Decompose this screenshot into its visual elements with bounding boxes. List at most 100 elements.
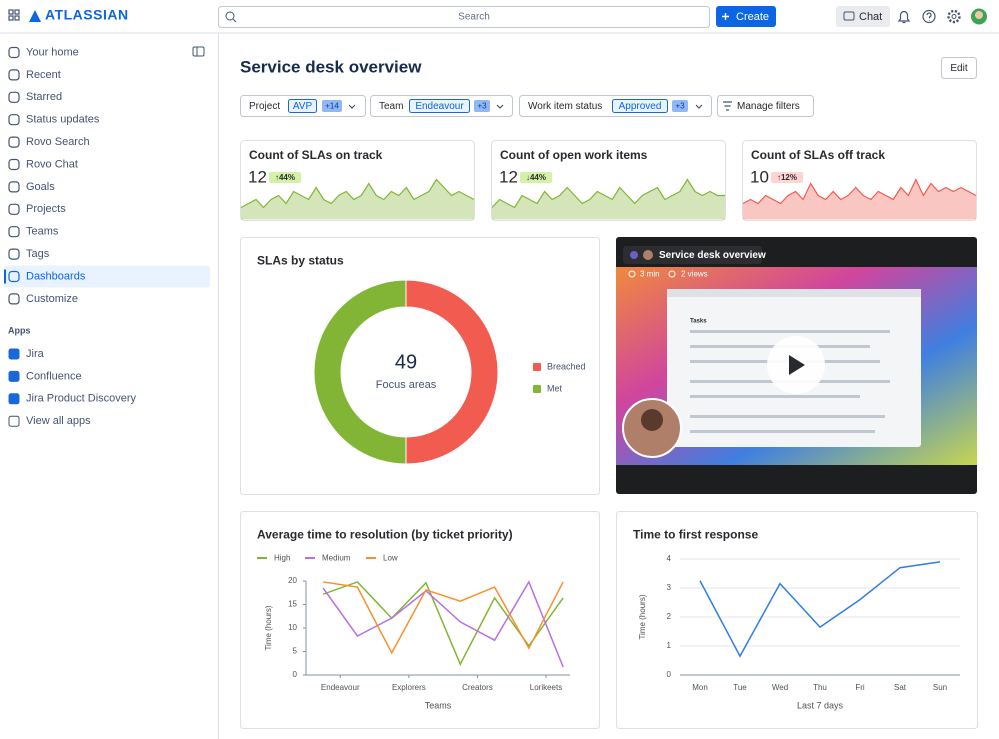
- play-icon: [789, 355, 805, 375]
- filter-value-chip: [288, 99, 317, 113]
- filter-label: Work item status: [528, 101, 602, 112]
- chevron: [348, 104, 356, 109]
- x-tick-label: Fri: [855, 683, 865, 692]
- search-box[interactable]: [218, 6, 710, 28]
- kpi-value: 12: [248, 167, 267, 186]
- nav-item[interactable]: Your home: [26, 46, 79, 58]
- legend-swatch: [533, 363, 541, 371]
- x-tick-label: Endeavour: [321, 683, 360, 692]
- filter-more: +3: [675, 102, 685, 111]
- filter-label: Team: [379, 101, 403, 112]
- sparkline: [491, 178, 725, 209]
- legend-label: High: [274, 554, 290, 563]
- nav-icon: [8, 69, 20, 81]
- help-icon[interactable]: [922, 9, 936, 24]
- chat-button[interactable]: [836, 6, 890, 27]
- filter-value-chip: [612, 99, 668, 113]
- kpi-card: [491, 140, 726, 221]
- nav-item[interactable]: Recent: [26, 69, 61, 81]
- chat-icon: [843, 11, 855, 21]
- filter-value-chip: [409, 99, 470, 113]
- legend-label: Low: [383, 554, 398, 563]
- nav-icon: [8, 136, 20, 148]
- x-tick-label: Wed: [772, 683, 788, 692]
- app-icon: [8, 415, 20, 427]
- chart-card: [240, 511, 600, 729]
- video-title-chip: [623, 246, 762, 264]
- video-icon: [630, 251, 638, 259]
- kpi-badge: [269, 172, 301, 183]
- line-series: [323, 581, 564, 655]
- x-tick-label: Creators: [462, 683, 493, 692]
- app-switcher[interactable]: [8, 9, 20, 21]
- nav-icon: [8, 181, 20, 193]
- chart-title: SLAs by status: [257, 254, 344, 268]
- create-button[interactable]: [716, 6, 776, 27]
- nav-icon: [8, 293, 20, 305]
- nav-item[interactable]: Rovo Chat: [26, 158, 78, 170]
- chat-label: Chat: [859, 11, 882, 23]
- page-title: Service desk overview: [240, 57, 422, 76]
- avatar-face: [975, 11, 983, 19]
- search-icon: [232, 18, 237, 23]
- chart-card: [240, 237, 600, 495]
- nav-item[interactable]: Status updates: [26, 114, 100, 126]
- x-tick-label: Mon: [692, 683, 708, 692]
- edit-button[interactable]: [941, 57, 977, 79]
- nav-item[interactable]: Goals: [26, 181, 55, 193]
- video-author-avatar: [643, 250, 653, 260]
- kpi-badge: [520, 172, 552, 183]
- app-item[interactable]: Jira: [26, 348, 45, 360]
- notifications-icon[interactable]: [897, 10, 911, 24]
- logo[interactable]: ATLASSIAN: [45, 7, 129, 23]
- chevron: [695, 104, 703, 109]
- apps-heading: Apps: [8, 325, 31, 335]
- x-tick-label: Explorers: [392, 683, 426, 692]
- filter-more-chip: [672, 100, 688, 112]
- nav-icon: [8, 91, 20, 103]
- filter-more-chip: [474, 100, 490, 112]
- donut-center-value: 49: [395, 351, 417, 373]
- kpi-card: [240, 140, 475, 221]
- kpi-badge: [771, 172, 803, 183]
- filter-value: Endeavour: [415, 101, 464, 112]
- line-series: [322, 580, 564, 668]
- nav-item[interactable]: Rovo Search: [26, 136, 90, 148]
- app-item[interactable]: Confluence: [26, 370, 82, 382]
- x-axis-label: Last 7 days: [797, 700, 844, 710]
- kpi-change: ↓44%: [526, 173, 546, 182]
- nav-item[interactable]: Teams: [26, 226, 59, 238]
- sparkline: [742, 178, 977, 205]
- nav-item[interactable]: Projects: [26, 203, 66, 215]
- manage-filters-button[interactable]: [717, 95, 814, 117]
- nav-item[interactable]: Customize: [26, 293, 78, 305]
- chevron: [496, 104, 504, 109]
- filter-more-chip: [322, 100, 342, 112]
- selected-indicator: [4, 269, 6, 284]
- nav-icon: [8, 248, 20, 260]
- nav-icon: [8, 46, 20, 59]
- kpi-change: ↑12%: [777, 173, 797, 182]
- filter-value: AVP: [293, 101, 313, 112]
- nav-item[interactable]: Tags: [26, 248, 50, 260]
- y-tick-label: 1: [667, 641, 672, 650]
- search-icon: [225, 11, 235, 21]
- nav-item[interactable]: Starred: [26, 91, 62, 103]
- manage-filters-label: Manage filters: [737, 101, 800, 112]
- plus-icon: [722, 13, 729, 20]
- collapse-sidebar[interactable]: [192, 46, 205, 57]
- legend-label: Breached: [547, 361, 586, 371]
- app-item[interactable]: View all apps: [26, 415, 91, 427]
- x-tick-label: Tue: [733, 683, 747, 692]
- app-item[interactable]: Jira Product Discovery: [26, 393, 137, 405]
- nav-item[interactable]: Dashboards: [26, 270, 86, 282]
- y-tick-label: 15: [288, 600, 297, 609]
- video-views: 2 views: [681, 270, 708, 279]
- nav-icon: [8, 158, 20, 171]
- video-duration: 3 min: [640, 270, 660, 279]
- y-tick-label: 0: [667, 670, 672, 679]
- settings-icon[interactable]: [947, 9, 961, 24]
- logo-icon: [29, 10, 41, 22]
- x-tick-label: Sat: [894, 683, 907, 692]
- y-tick-label: 20: [288, 576, 297, 585]
